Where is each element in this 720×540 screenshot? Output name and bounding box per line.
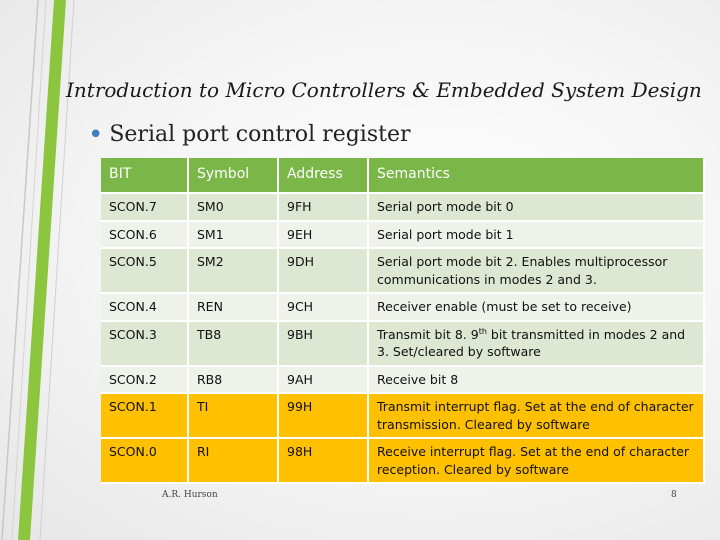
symbol-cell: RI	[188, 438, 279, 485]
semantics-text: Transmit bit 8. 9	[377, 326, 479, 342]
scon-register-table: BIT Symbol Address Semantics SCON.7 SM0 …	[101, 158, 705, 485]
bullet-item: • Serial port control register	[88, 120, 411, 150]
table-row: SCON.2 RB8 9AH Receive bit 8	[101, 365, 705, 395]
address-cell: 9AH	[278, 365, 369, 395]
semantics-cell: Serial port mode bit 0	[368, 193, 705, 222]
symbol-cell: TB8	[188, 320, 279, 367]
bullet-dot-icon: •	[88, 120, 104, 150]
table-header-row: BIT Symbol Address Semantics	[101, 158, 705, 194]
bit-cell: SCON.1	[101, 393, 189, 440]
bit-cell: SCON.5	[101, 248, 189, 294]
semantics-cell: Serial port mode bit 1	[368, 220, 705, 249]
semantics-cell: Transmit bit 8. 9th bit transmitted in m…	[368, 320, 705, 367]
symbol-cell: SM0	[188, 193, 279, 222]
bit-cell: SCON.6	[101, 220, 189, 249]
bit-cell: SCON.2	[101, 365, 189, 395]
address-cell: 9EH	[278, 220, 369, 249]
footer-author: A.R. Hurson	[162, 490, 218, 500]
symbol-cell: SM2	[188, 248, 279, 294]
address-cell: 9DH	[278, 248, 369, 294]
grey-line	[11, 0, 47, 540]
slide-title: Introduction to Micro Controllers & Embe…	[66, 78, 702, 102]
address-cell: 9FH	[278, 193, 369, 222]
address-cell: 99H	[278, 393, 369, 440]
grey-line	[39, 0, 75, 540]
grey-line	[1, 0, 39, 540]
table-row: SCON.5 SM2 9DH Serial port mode bit 2. E…	[101, 248, 705, 294]
table-row: SCON.3 TB8 9BH Transmit bit 8. 9th bit t…	[101, 320, 705, 367]
page-number: 8	[671, 490, 677, 500]
bullet-text: Serial port control register	[109, 122, 411, 147]
bit-cell: SCON.7	[101, 193, 189, 222]
table-row: SCON.6 SM1 9EH Serial port mode bit 1	[101, 220, 705, 249]
semantics-cell: Transmit interrupt flag. Set at the end …	[368, 393, 705, 440]
ordinal-suffix: th	[478, 326, 487, 336]
semantics-cell: Receiver enable (must be set to receive)	[368, 293, 705, 322]
bit-cell: SCON.4	[101, 293, 189, 322]
symbol-cell: REN	[188, 293, 279, 322]
semantics-cell: Serial port mode bit 2. Enables multipro…	[368, 248, 705, 294]
address-cell: 98H	[278, 438, 369, 485]
semantics-cell: Receive bit 8	[368, 365, 705, 395]
bit-cell: SCON.3	[101, 320, 189, 367]
symbol-cell: TI	[188, 393, 279, 440]
header-cell: BIT	[101, 158, 189, 194]
green-stripe	[18, 0, 66, 540]
header-cell: Semantics	[368, 158, 705, 194]
bit-cell: SCON.0	[101, 438, 189, 485]
symbol-cell: SM1	[188, 220, 279, 249]
header-cell: Symbol	[188, 158, 279, 194]
semantics-cell: Receive interrupt flag. Set at the end o…	[368, 438, 705, 485]
table-row: SCON.7 SM0 9FH Serial port mode bit 0	[101, 193, 705, 222]
semantics-text: bit transmitted in modes 2 and 3. Set/cl…	[377, 326, 686, 360]
symbol-cell: RB8	[188, 365, 279, 395]
address-cell: 9CH	[278, 293, 369, 322]
table-row-highlighted: SCON.0 RI 98H Receive interrupt flag. Se…	[101, 438, 705, 485]
header-cell: Address	[278, 158, 369, 194]
table-row: SCON.4 REN 9CH Receiver enable (must be …	[101, 293, 705, 322]
address-cell: 9BH	[278, 320, 369, 367]
table-row-highlighted: SCON.1 TI 99H Transmit interrupt flag. S…	[101, 393, 705, 440]
